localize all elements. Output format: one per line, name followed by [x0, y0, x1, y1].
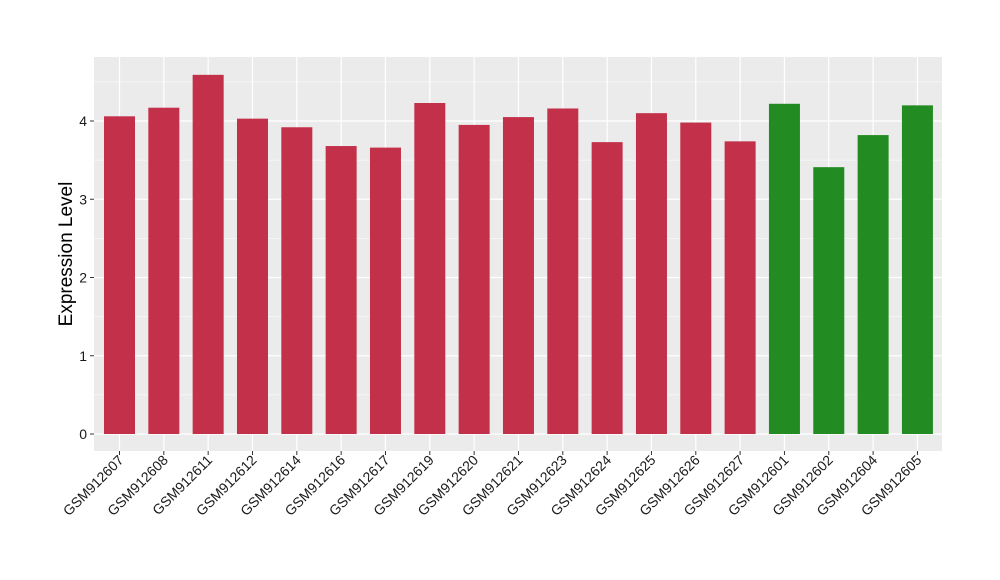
bar — [236, 118, 268, 434]
bar — [414, 103, 446, 434]
y-tick-label: 0 — [79, 426, 87, 442]
bar — [768, 103, 800, 434]
bar — [680, 122, 712, 434]
bar — [813, 167, 845, 435]
bar — [502, 117, 534, 435]
bar — [458, 124, 490, 434]
x-axis: GSM912607GSM912608GSM912611GSM912612GSM9… — [60, 451, 925, 519]
bars — [104, 74, 933, 435]
bar — [325, 146, 357, 435]
y-tick-label: 1 — [79, 348, 87, 364]
bar — [547, 108, 579, 434]
y-axis-title: Expression Level — [56, 182, 77, 327]
bar — [192, 74, 224, 435]
bar — [104, 116, 135, 435]
bar — [591, 142, 623, 434]
bar — [281, 127, 313, 434]
bar — [635, 113, 667, 435]
bar — [724, 141, 756, 434]
y-axis: 0 1 2 3 4 — [79, 113, 94, 442]
bar — [148, 107, 180, 434]
bar — [901, 105, 933, 434]
bar — [369, 147, 401, 435]
bar — [857, 135, 889, 434]
y-tick-label: 2 — [79, 270, 87, 286]
y-tick-label: 3 — [79, 191, 87, 207]
y-tick-label: 4 — [79, 113, 87, 129]
